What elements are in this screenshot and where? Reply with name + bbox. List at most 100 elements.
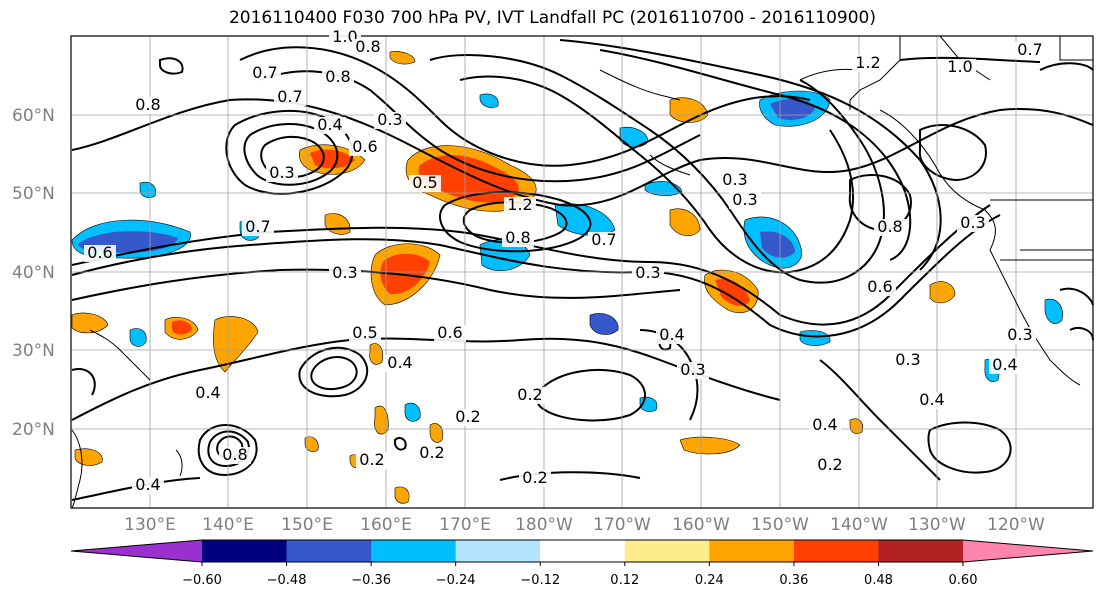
colorbar-segment	[286, 540, 372, 562]
contour-label-bg	[219, 447, 251, 464]
contour-label-bg	[409, 175, 441, 192]
contour-label: 0.8	[135, 95, 160, 114]
contour-label-bg	[809, 417, 841, 434]
lon-label-130e: 130°E	[124, 515, 176, 535]
lat-label-20: 20°N	[12, 420, 55, 440]
lon-axis: 130°E 140°E 150°E 160°E 170°E 180°W 170°…	[124, 515, 1045, 535]
lon-label-150e: 150°E	[281, 515, 333, 535]
contour-label-bg	[916, 392, 948, 409]
lat-label-40: 40°N	[12, 263, 55, 283]
contour-label: 0.2	[455, 407, 480, 426]
contour-label-bg	[852, 55, 884, 72]
colorbar	[70, 539, 1094, 563]
contour-label: 0.4	[317, 115, 342, 134]
colorbar-segment	[371, 540, 457, 562]
contour-label-bg	[632, 265, 664, 282]
contour-label-bg	[656, 327, 688, 344]
coastlines	[71, 35, 1093, 509]
colorbar-tick-label: 0.60	[949, 573, 978, 588]
contour-label-bg	[374, 112, 406, 129]
colorbar-segment	[793, 540, 879, 562]
colorbar-tick-label: −0.12	[520, 573, 560, 588]
contour-label: 0.2	[359, 450, 384, 469]
contour-label: 0.6	[867, 277, 892, 296]
contour-label: 0.8	[355, 37, 380, 56]
contour-label-bg	[452, 409, 484, 426]
contour-label: 0.3	[722, 170, 747, 189]
contour-label: 0.3	[732, 190, 757, 209]
lon-label-170w: 170°W	[593, 515, 651, 535]
contour-label-bg	[384, 355, 416, 372]
contour-label: 0.8	[325, 67, 350, 86]
colorbar-tick-label: −0.24	[436, 573, 476, 588]
contour-label-bg	[349, 325, 381, 342]
contour-label-bg	[874, 219, 906, 236]
contour-label-bg	[677, 362, 709, 379]
contour-label: 1.0	[947, 57, 972, 76]
contour-label: 0.6	[352, 137, 377, 156]
colorbar-tick-label: −0.60	[182, 573, 222, 588]
contour-label: 0.3	[960, 213, 985, 232]
contour-label: 0.6	[87, 243, 112, 262]
contour-label-bg	[1004, 327, 1036, 344]
contour-label-bg	[192, 385, 224, 402]
contour-label: 0.8	[505, 228, 530, 247]
lon-label-160e: 160°E	[360, 515, 412, 535]
contour-label: 0.2	[522, 468, 547, 487]
contour-label: 0.4	[387, 353, 412, 372]
contour-label-bg	[588, 232, 620, 249]
contour-labels: 1.00.80.70.70.80.80.40.30.60.50.30.70.30…	[84, 27, 1046, 494]
contour-label-bg	[502, 230, 534, 247]
contour-label-bg	[266, 165, 298, 182]
contour-label: 0.4	[812, 415, 837, 434]
contour-label-bg	[729, 192, 761, 209]
colorbar-ticks: −0.60 −0.48 −0.36 −0.24 −0.12 0.12 0.24 0.36 0.4…	[182, 562, 977, 588]
contour-label-bg	[242, 219, 274, 236]
contour-label: 0.4	[992, 355, 1017, 374]
contour-label-bg	[84, 245, 116, 262]
contour-label-bg	[504, 197, 536, 214]
contour-label: 0.3	[1007, 325, 1032, 344]
contour-label: 0.4	[659, 325, 684, 344]
contour-label: 0.2	[419, 443, 444, 462]
colorbar-segment	[624, 540, 710, 562]
contour-label: 0.7	[1017, 40, 1042, 59]
colorbar-segment	[540, 540, 626, 562]
contour-label-bg	[1014, 42, 1046, 59]
contour-label: 0.8	[222, 445, 247, 464]
lon-label-160w: 160°W	[672, 515, 730, 535]
colorbar-extend-high	[963, 540, 1093, 562]
contour-label: 0.7	[277, 87, 302, 106]
lat-label-60: 60°N	[12, 106, 55, 126]
lon-label-130w: 130°W	[908, 515, 966, 535]
colorbar-tick-label: 0.24	[695, 573, 724, 588]
contour-label: 1.2	[507, 195, 532, 214]
contour-label-bg	[349, 139, 381, 156]
contour-label: 0.2	[817, 455, 842, 474]
colorbar-tick-label: 0.36	[779, 573, 808, 588]
contour-label-bg	[864, 279, 896, 296]
contour-label: 0.3	[895, 350, 920, 369]
contour-label-bg	[314, 117, 346, 134]
contour-label: 0.6	[437, 323, 462, 342]
contour-label: 0.3	[635, 263, 660, 282]
contour-label-bg	[814, 457, 846, 474]
lon-label-140e: 140°E	[202, 515, 254, 535]
contour-label-bg	[989, 357, 1021, 374]
contour-label-bg	[132, 477, 164, 494]
lon-label-170e: 170°E	[439, 515, 491, 535]
contour-label: 0.4	[135, 475, 160, 494]
colorbar-segment	[709, 540, 795, 562]
lat-label-30: 30°N	[12, 341, 55, 361]
contour-label-bg	[944, 59, 976, 76]
colorbar-tick-label: −0.48	[267, 573, 307, 588]
contour-label: 0.4	[195, 383, 220, 402]
colorbar-tick-label: 0.48	[864, 573, 893, 588]
colorbar-tick-label: −0.36	[351, 573, 391, 588]
lon-label-180w: 180°W	[515, 515, 573, 535]
graticule	[71, 36, 1093, 508]
colorbar-segment	[202, 540, 288, 562]
contour-label: 0.3	[377, 110, 402, 129]
contour-label: 0.7	[252, 63, 277, 82]
